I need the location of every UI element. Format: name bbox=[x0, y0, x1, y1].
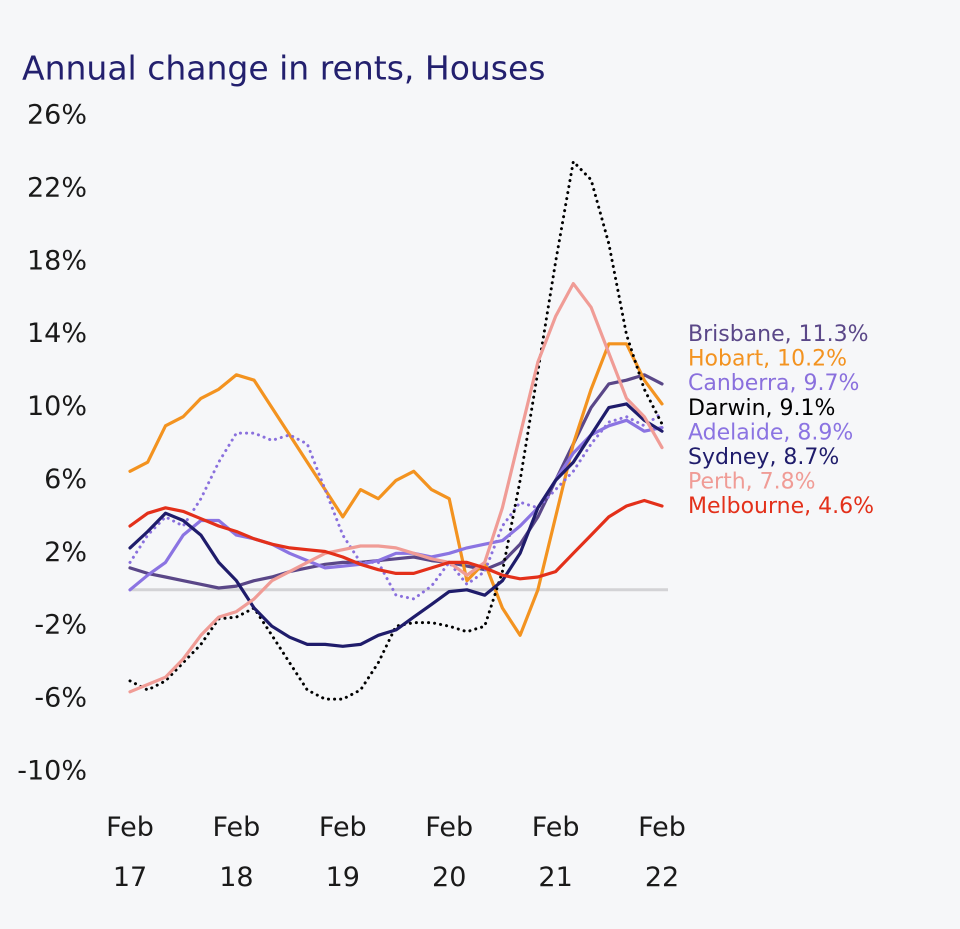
y-tick-label: -10% bbox=[17, 756, 87, 787]
series-line bbox=[128, 282, 664, 694]
series-line bbox=[128, 402, 664, 648]
y-tick-label: 26% bbox=[27, 100, 87, 131]
x-tick-label: Feb 22 bbox=[638, 812, 686, 893]
x-tick-label: Feb 17 bbox=[106, 812, 154, 893]
y-tick-label: 14% bbox=[27, 318, 87, 349]
x-tick-label: Feb 20 bbox=[425, 812, 473, 893]
legend-label: Hobart, 10.2% bbox=[688, 347, 847, 372]
chart-title: Annual change in rents, Houses bbox=[22, 49, 546, 88]
series-line bbox=[128, 498, 664, 581]
series-line bbox=[128, 342, 664, 637]
y-tick-label: 22% bbox=[27, 172, 87, 203]
series-line bbox=[128, 411, 664, 601]
y-tick-label: 18% bbox=[27, 245, 87, 276]
series-line bbox=[128, 418, 664, 592]
legend-label: Sydney, 8.7% bbox=[688, 445, 839, 470]
legend-label: Darwin, 9.1% bbox=[688, 396, 835, 421]
legend-label: Brisbane, 11.3% bbox=[688, 322, 869, 347]
legend-label: Melbourne, 4.6% bbox=[688, 494, 874, 519]
y-tick-label: 10% bbox=[27, 391, 87, 422]
y-tick-label: -2% bbox=[34, 610, 87, 641]
y-tick-label: 2% bbox=[44, 537, 87, 568]
y-tick-label: -6% bbox=[34, 683, 87, 714]
legend-label: Adelaide, 8.9% bbox=[688, 420, 853, 445]
x-tick-label: Feb 19 bbox=[319, 812, 367, 893]
y-tick-label: 6% bbox=[44, 464, 87, 495]
legend-label: Perth, 7.8% bbox=[688, 470, 816, 495]
x-tick-label: Feb 21 bbox=[532, 812, 580, 893]
x-tick-label: Feb 18 bbox=[212, 812, 260, 893]
legend-label: Canberra, 9.7% bbox=[688, 371, 859, 396]
